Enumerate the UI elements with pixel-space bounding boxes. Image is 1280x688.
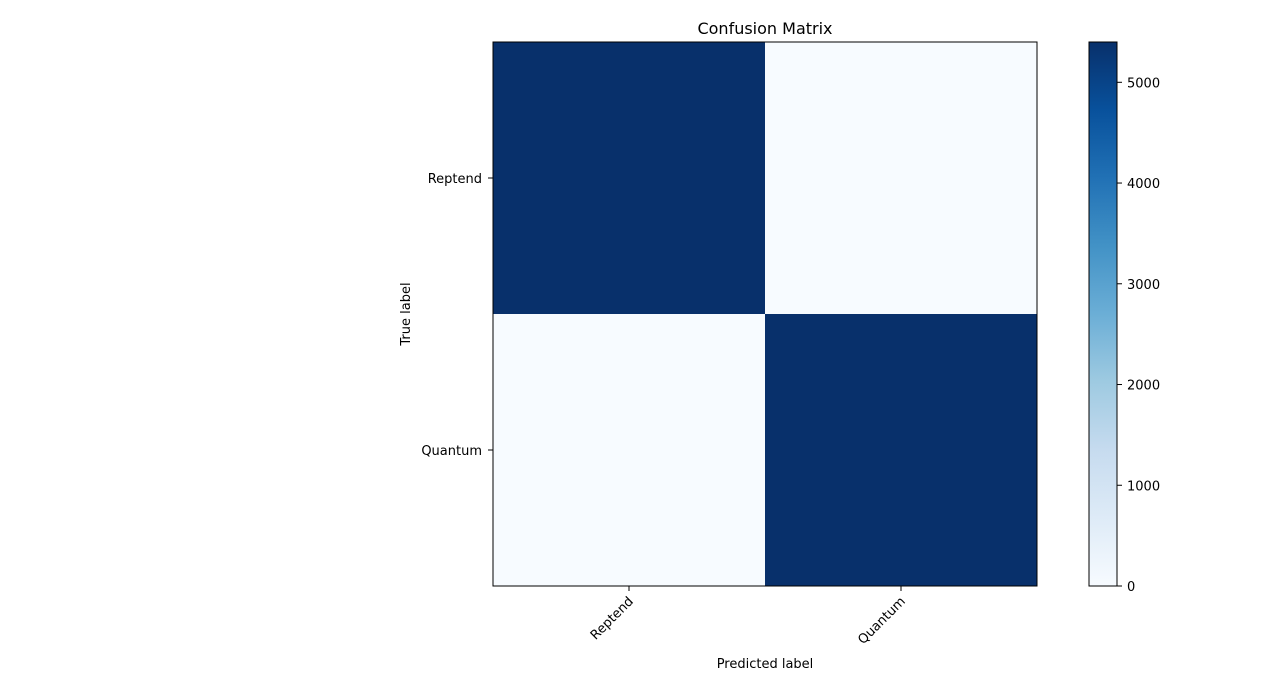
y-tick-label: Quantum: [421, 444, 482, 459]
chart-title: Confusion Matrix: [697, 19, 832, 38]
colorbar-tick-label: 5000: [1127, 76, 1160, 91]
matrix-cell: [765, 42, 1038, 315]
y-tick-label: Reptend: [428, 172, 482, 187]
y-axis-ticks: Reptend Quantum: [421, 172, 493, 459]
heatmap-cells: [493, 42, 1038, 587]
x-tick-label: Quantum: [855, 594, 909, 648]
plot-frame: [492, 41, 1038, 587]
colorbar-tick-label: 1000: [1127, 479, 1160, 494]
x-tick-label: Reptend: [588, 594, 637, 643]
colorbar-tick-label: 4000: [1127, 177, 1160, 192]
colorbar-gradient: [1088, 41, 1118, 587]
x-axis-ticks: Reptend Quantum: [588, 586, 909, 648]
matrix-cell: [493, 42, 766, 315]
colorbar-tick-label: 3000: [1127, 278, 1160, 293]
matrix-cell: [493, 314, 766, 587]
colorbar-tick-label: 2000: [1127, 379, 1160, 394]
colorbar-ticks: 0 1000 2000 3000 4000 5000: [1117, 76, 1160, 595]
colorbar: 0 1000 2000 3000 4000 5000: [1088, 41, 1160, 595]
x-axis-label: Predicted label: [717, 657, 814, 672]
matrix-cell: [765, 314, 1038, 587]
colorbar-tick-label: 0: [1127, 580, 1135, 595]
y-axis-label: True label: [399, 282, 414, 346]
